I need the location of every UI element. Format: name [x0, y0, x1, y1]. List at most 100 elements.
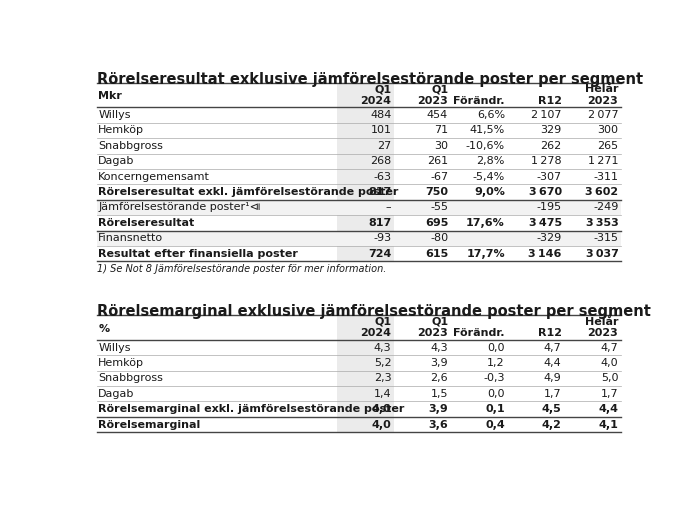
Text: –: – [386, 203, 391, 212]
Text: Snabbgross: Snabbgross [98, 373, 163, 383]
Text: 4,4: 4,4 [544, 358, 561, 368]
Text: -80: -80 [430, 233, 448, 243]
Text: 1,4: 1,4 [374, 389, 391, 399]
Text: 2,3: 2,3 [374, 373, 391, 383]
Text: Förändr.: Förändr. [454, 96, 505, 106]
Text: 71: 71 [434, 125, 448, 135]
Text: Rörelsemarginal: Rörelsemarginal [98, 420, 201, 430]
Text: 750: 750 [425, 187, 448, 197]
Text: 329: 329 [540, 125, 561, 135]
Text: 484: 484 [370, 110, 391, 120]
Text: Jämförelsestörande poster¹⧏: Jämförelsestörande poster¹⧏ [98, 203, 261, 212]
Text: -67: -67 [430, 172, 448, 182]
Text: Koncerngemensamt: Koncerngemensamt [98, 172, 210, 182]
Bar [337, 315, 394, 432]
Text: -311: -311 [594, 172, 618, 182]
Text: Rörelsemarginal exklusive jämförelsestörande poster per segment: Rörelsemarginal exklusive jämförelsestör… [97, 304, 651, 319]
Text: Rörelsemarginal exkl. jämförelsestörande poster: Rörelsemarginal exkl. jämförelsestörande… [98, 404, 405, 414]
Text: 3 353: 3 353 [586, 218, 618, 228]
Text: Q1
2024: Q1 2024 [360, 84, 391, 106]
Text: 5,2: 5,2 [374, 358, 391, 368]
Text: 3 146: 3 146 [528, 248, 561, 258]
Text: Mkr: Mkr [98, 91, 122, 101]
Text: Dagab: Dagab [98, 389, 134, 399]
Text: Snabbgross: Snabbgross [98, 141, 163, 151]
Text: 0,0: 0,0 [487, 389, 505, 399]
Text: Hemköp: Hemköp [98, 358, 144, 368]
Text: -195: -195 [536, 203, 561, 212]
Text: 4,7: 4,7 [544, 342, 561, 352]
Text: -5,4%: -5,4% [473, 172, 505, 182]
Text: Q1
2023: Q1 2023 [417, 84, 448, 106]
Text: 4,3: 4,3 [374, 342, 391, 352]
Text: 2 077: 2 077 [588, 110, 618, 120]
Text: R12: R12 [538, 96, 561, 106]
Text: Rörelseresultat exklusive jämförelsestörande poster per segment: Rörelseresultat exklusive jämförelsestör… [97, 72, 643, 87]
Text: 4,0: 4,0 [372, 420, 391, 430]
Text: Helår
2023: Helår 2023 [585, 317, 618, 338]
Text: 817: 817 [368, 187, 391, 197]
Text: 3 037: 3 037 [585, 248, 618, 258]
Text: 1,5: 1,5 [430, 389, 448, 399]
Text: 2,6: 2,6 [430, 373, 448, 383]
Text: 4,9: 4,9 [544, 373, 561, 383]
Text: Rörelseresultat: Rörelseresultat [98, 218, 195, 228]
Text: 4,3: 4,3 [430, 342, 448, 352]
Text: 4,0: 4,0 [372, 404, 391, 414]
Text: 2 107: 2 107 [531, 110, 561, 120]
Text: Finansnetto: Finansnetto [98, 233, 164, 243]
Text: 9,0%: 9,0% [474, 187, 505, 197]
Text: Helår
2023: Helår 2023 [585, 84, 618, 106]
Text: -55: -55 [430, 203, 448, 212]
Text: 3,9: 3,9 [430, 358, 448, 368]
Text: -10,6%: -10,6% [466, 141, 505, 151]
Text: Hemköp: Hemköp [98, 125, 144, 135]
Text: 41,5%: 41,5% [470, 125, 505, 135]
Text: 300: 300 [597, 125, 618, 135]
Text: 3 602: 3 602 [585, 187, 618, 197]
Text: 4,5: 4,5 [542, 404, 561, 414]
Text: 2,8%: 2,8% [477, 156, 505, 166]
Text: Dagab: Dagab [98, 156, 134, 166]
Text: 4,0: 4,0 [601, 358, 618, 368]
Text: 0,0: 0,0 [487, 342, 505, 352]
Text: 1) Se Not 8 Jämförelsestörande poster för mer information.: 1) Se Not 8 Jämförelsestörande poster fö… [97, 264, 386, 275]
Text: 265: 265 [597, 141, 618, 151]
Text: %: % [98, 324, 109, 334]
Text: -307: -307 [536, 172, 561, 182]
Text: 4,1: 4,1 [598, 420, 618, 430]
Text: 0,1: 0,1 [485, 404, 505, 414]
Text: 101: 101 [370, 125, 391, 135]
Text: -0,3: -0,3 [484, 373, 505, 383]
Text: 1,7: 1,7 [601, 389, 618, 399]
Text: 17,7%: 17,7% [466, 248, 505, 258]
Text: 3 475: 3 475 [528, 218, 561, 228]
Text: 5,0: 5,0 [601, 373, 618, 383]
Text: Willys: Willys [98, 342, 131, 352]
Text: 724: 724 [368, 248, 391, 258]
Text: 1 278: 1 278 [531, 156, 561, 166]
Text: -249: -249 [593, 203, 618, 212]
Text: R12: R12 [538, 328, 561, 338]
Text: 1,7: 1,7 [544, 389, 561, 399]
Text: 261: 261 [427, 156, 448, 166]
Text: 27: 27 [377, 141, 391, 151]
Text: -315: -315 [594, 233, 618, 243]
Text: 695: 695 [425, 218, 448, 228]
Text: 454: 454 [427, 110, 448, 120]
Text: Q1
2024: Q1 2024 [360, 317, 391, 338]
Text: 4,7: 4,7 [601, 342, 618, 352]
Text: 268: 268 [370, 156, 391, 166]
Text: 1 271: 1 271 [588, 156, 618, 166]
Text: 6,6%: 6,6% [477, 110, 505, 120]
Text: 3,9: 3,9 [428, 404, 448, 414]
Bar [97, 231, 621, 246]
Text: 817: 817 [368, 218, 391, 228]
Text: Rörelseresultat exkl. jämförelsestörande poster: Rörelseresultat exkl. jämförelsestörande… [98, 187, 399, 197]
Text: 4,2: 4,2 [542, 420, 561, 430]
Text: Willys: Willys [98, 110, 131, 120]
Text: 30: 30 [434, 141, 448, 151]
Text: Resultat efter finansiella poster: Resultat efter finansiella poster [98, 248, 298, 258]
Text: 1,2: 1,2 [487, 358, 505, 368]
Text: -329: -329 [536, 233, 561, 243]
